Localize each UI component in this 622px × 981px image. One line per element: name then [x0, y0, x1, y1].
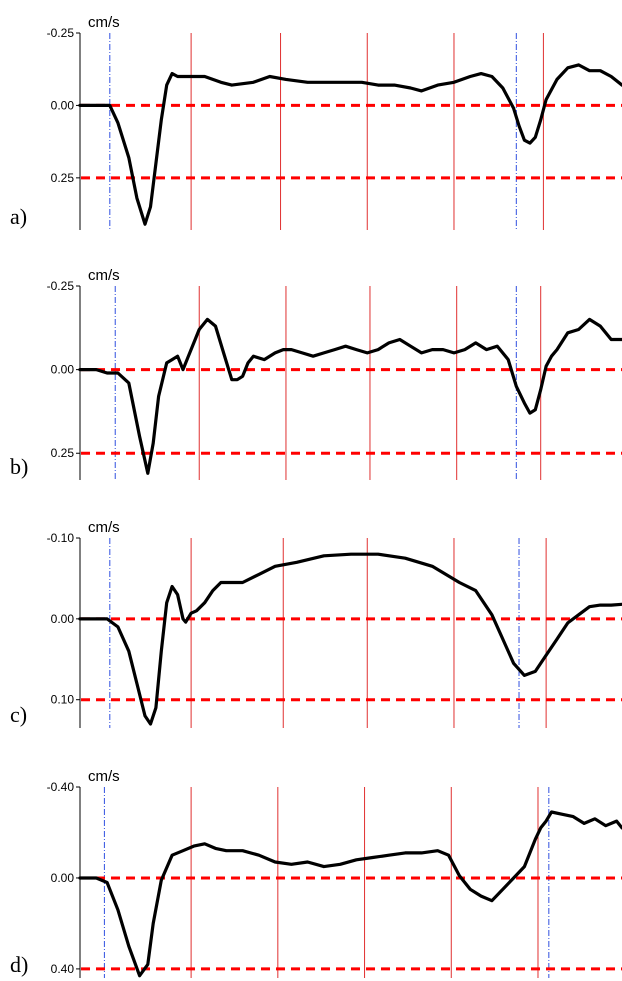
y-tick-label: 0.25: [51, 446, 75, 460]
y-tick-label: -0.25: [47, 279, 75, 293]
panel-label: d): [10, 952, 28, 977]
unit-label: cm/s: [88, 267, 120, 284]
series-line: [78, 63, 622, 226]
unit-label: cm/s: [88, 768, 120, 785]
y-tick-label: 0.00: [51, 363, 75, 377]
y-tick-label: 0.00: [51, 871, 75, 885]
y-tick-label: 0.00: [51, 98, 75, 112]
panel-label: a): [10, 204, 27, 229]
y-tick-label: -0.10: [47, 531, 75, 545]
unit-label: cm/s: [88, 14, 120, 31]
series-line: [78, 810, 622, 978]
y-tick-label: 0.25: [51, 171, 75, 185]
panel-label: c): [10, 702, 27, 727]
unit-label: cm/s: [88, 519, 120, 536]
y-tick-label: 0.00: [51, 612, 75, 626]
series-line: [78, 552, 622, 726]
y-tick-label: -0.25: [47, 26, 75, 40]
y-tick-label: 0.40: [51, 962, 75, 976]
panel-label: b): [10, 454, 28, 479]
series-line: [78, 317, 622, 475]
y-tick-label: 0.10: [51, 693, 75, 707]
y-tick-label: -0.40: [47, 780, 75, 794]
